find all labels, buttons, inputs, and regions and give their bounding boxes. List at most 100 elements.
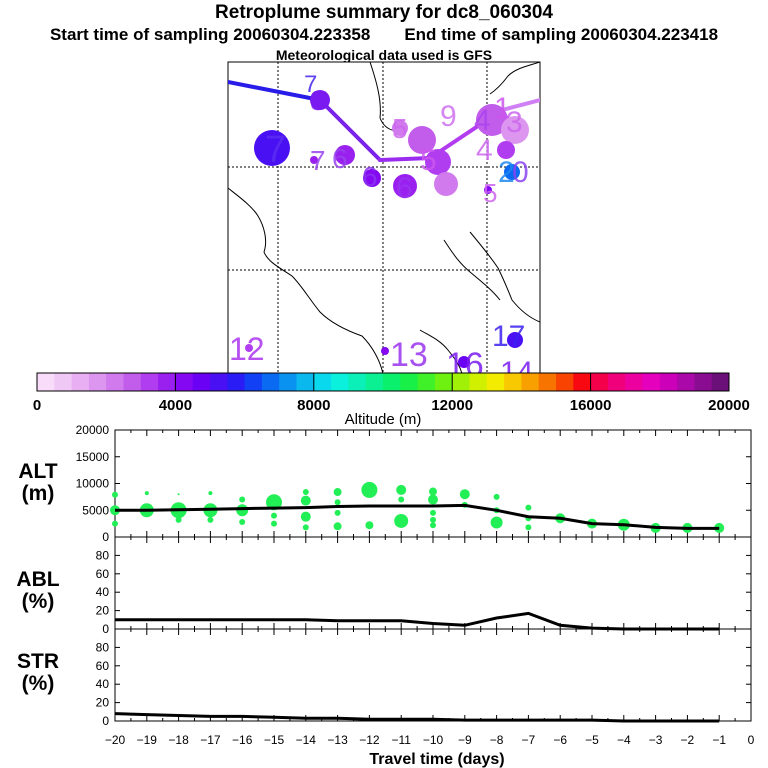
colorbar-cell bbox=[694, 373, 713, 391]
alt-point bbox=[207, 516, 214, 523]
alt-point bbox=[361, 481, 378, 498]
colorbar-cell bbox=[37, 373, 55, 391]
plume-circle bbox=[254, 130, 290, 166]
x-tick-label: −4 bbox=[617, 733, 631, 747]
colorbar-cell bbox=[434, 373, 453, 391]
alt-point bbox=[430, 522, 436, 529]
x-tick-label: −8 bbox=[490, 733, 504, 747]
alt-mean-line bbox=[115, 503, 720, 530]
plume-circle bbox=[504, 164, 520, 180]
colorbar-cell bbox=[486, 373, 505, 391]
y-tick-label: 40 bbox=[96, 677, 110, 691]
map-point-label: 1 bbox=[494, 92, 511, 125]
start-time-label: Start time of sampling 20060304.223358 bbox=[49, 25, 371, 44]
y-tick-label: 60 bbox=[96, 567, 110, 581]
alt-point bbox=[430, 509, 436, 516]
y-tick-label: 20 bbox=[96, 604, 110, 618]
alt-point bbox=[333, 522, 342, 531]
colorbar-cell bbox=[607, 373, 626, 391]
map-point-label: 6 bbox=[332, 143, 348, 174]
colorbar-cell bbox=[71, 373, 90, 391]
plume-circle bbox=[310, 156, 318, 164]
alt-point bbox=[493, 493, 500, 500]
coastline bbox=[489, 62, 540, 95]
alt-point bbox=[271, 520, 277, 527]
colorbar-cell bbox=[452, 373, 470, 391]
map-point-label: 7 bbox=[310, 145, 326, 176]
x-tick-label: −15 bbox=[264, 733, 285, 747]
map-point-label: 4 bbox=[476, 134, 493, 167]
y-tick-label: 80 bbox=[96, 548, 110, 562]
plume-circle bbox=[363, 169, 381, 187]
x-tick-label: −1 bbox=[712, 733, 726, 747]
alt-point bbox=[266, 494, 282, 511]
coastlines bbox=[228, 62, 540, 374]
map-point-label: 7 bbox=[304, 71, 317, 98]
alt-axis-label: ALT bbox=[18, 460, 57, 483]
map-point-label: 3 bbox=[506, 106, 523, 139]
abl-axis-unit: (%) bbox=[22, 590, 55, 613]
x-tick-label: −6 bbox=[553, 733, 567, 747]
colorbar-cell bbox=[210, 373, 228, 391]
border-line bbox=[443, 239, 501, 301]
x-tick-label: −5 bbox=[585, 733, 599, 747]
alt-point bbox=[459, 489, 470, 500]
chart-title: Retroplume summary for dc8_060304 bbox=[215, 2, 553, 23]
colorbar-cell bbox=[140, 373, 159, 391]
colorbar-cell bbox=[227, 373, 246, 391]
map-point-label: 16 bbox=[446, 346, 484, 384]
x-tick-label: 0 bbox=[748, 733, 755, 747]
alt-point bbox=[302, 524, 309, 531]
alt-point bbox=[112, 520, 118, 527]
map-point-labels: 7 8 5 9 4 1 3 7 7 6 6 6 5 4 2 0 5 12 13 … bbox=[229, 71, 533, 384]
x-tick-label: −10 bbox=[423, 733, 444, 747]
colorbar-cell bbox=[88, 373, 107, 391]
plume-circle bbox=[458, 356, 470, 368]
track-segment bbox=[228, 80, 322, 102]
y-tick-label: 60 bbox=[96, 659, 110, 673]
colorbar-label: Altitude (m) bbox=[345, 411, 422, 428]
colorbar-cell bbox=[261, 373, 280, 391]
map-point-label: 6 bbox=[362, 161, 378, 192]
alt-point bbox=[430, 516, 436, 523]
map-point-label: 8 bbox=[310, 85, 326, 116]
map-point-label: 17 bbox=[492, 320, 525, 353]
x-axis-label: Travel time (days) bbox=[369, 751, 504, 768]
alt-point bbox=[208, 491, 213, 496]
y-tick-label: 10000 bbox=[76, 477, 110, 491]
y-tick-label: 5000 bbox=[82, 503, 109, 517]
colorbar-cell bbox=[383, 373, 401, 391]
colorbar-cell bbox=[417, 373, 436, 391]
str-panel: STR (%) 80 60 40 20 0 bbox=[17, 628, 752, 728]
alt-point bbox=[394, 513, 409, 528]
y-tick-label: 0 bbox=[102, 714, 109, 728]
alt-panel: ALT (m) 20000 15000 10000 5000 0 bbox=[18, 423, 752, 544]
map-point-label: 12 bbox=[229, 331, 265, 367]
colorbar-cell bbox=[573, 373, 592, 391]
y-tick-label: 80 bbox=[96, 640, 110, 654]
colorbar-cell bbox=[659, 373, 678, 391]
track-segment bbox=[318, 98, 382, 162]
colorbar-cell bbox=[642, 373, 661, 391]
plume-circle bbox=[310, 90, 330, 110]
alt-point bbox=[490, 516, 503, 529]
alt-point bbox=[239, 496, 246, 503]
alt-point bbox=[239, 519, 246, 526]
colorbar-cell bbox=[711, 373, 730, 391]
coastline bbox=[228, 187, 384, 374]
plume-circle bbox=[381, 347, 389, 355]
map-point-label: 5 bbox=[420, 144, 437, 177]
border-line bbox=[419, 329, 463, 374]
alt-point bbox=[144, 491, 149, 496]
colorbar-cell bbox=[469, 373, 488, 391]
colorbar-cell bbox=[677, 373, 695, 391]
map-point-label: 13 bbox=[390, 336, 428, 374]
colorbar-cell bbox=[521, 373, 540, 391]
colorbar-cell bbox=[556, 373, 574, 391]
x-tick-label: −2 bbox=[681, 733, 695, 747]
map-point-label: 5 bbox=[483, 178, 497, 208]
map-point-label: 5 bbox=[392, 113, 408, 144]
y-tick-label: 20 bbox=[96, 696, 110, 710]
colorbar-cell bbox=[313, 373, 332, 391]
colorbar-cell bbox=[279, 373, 297, 391]
